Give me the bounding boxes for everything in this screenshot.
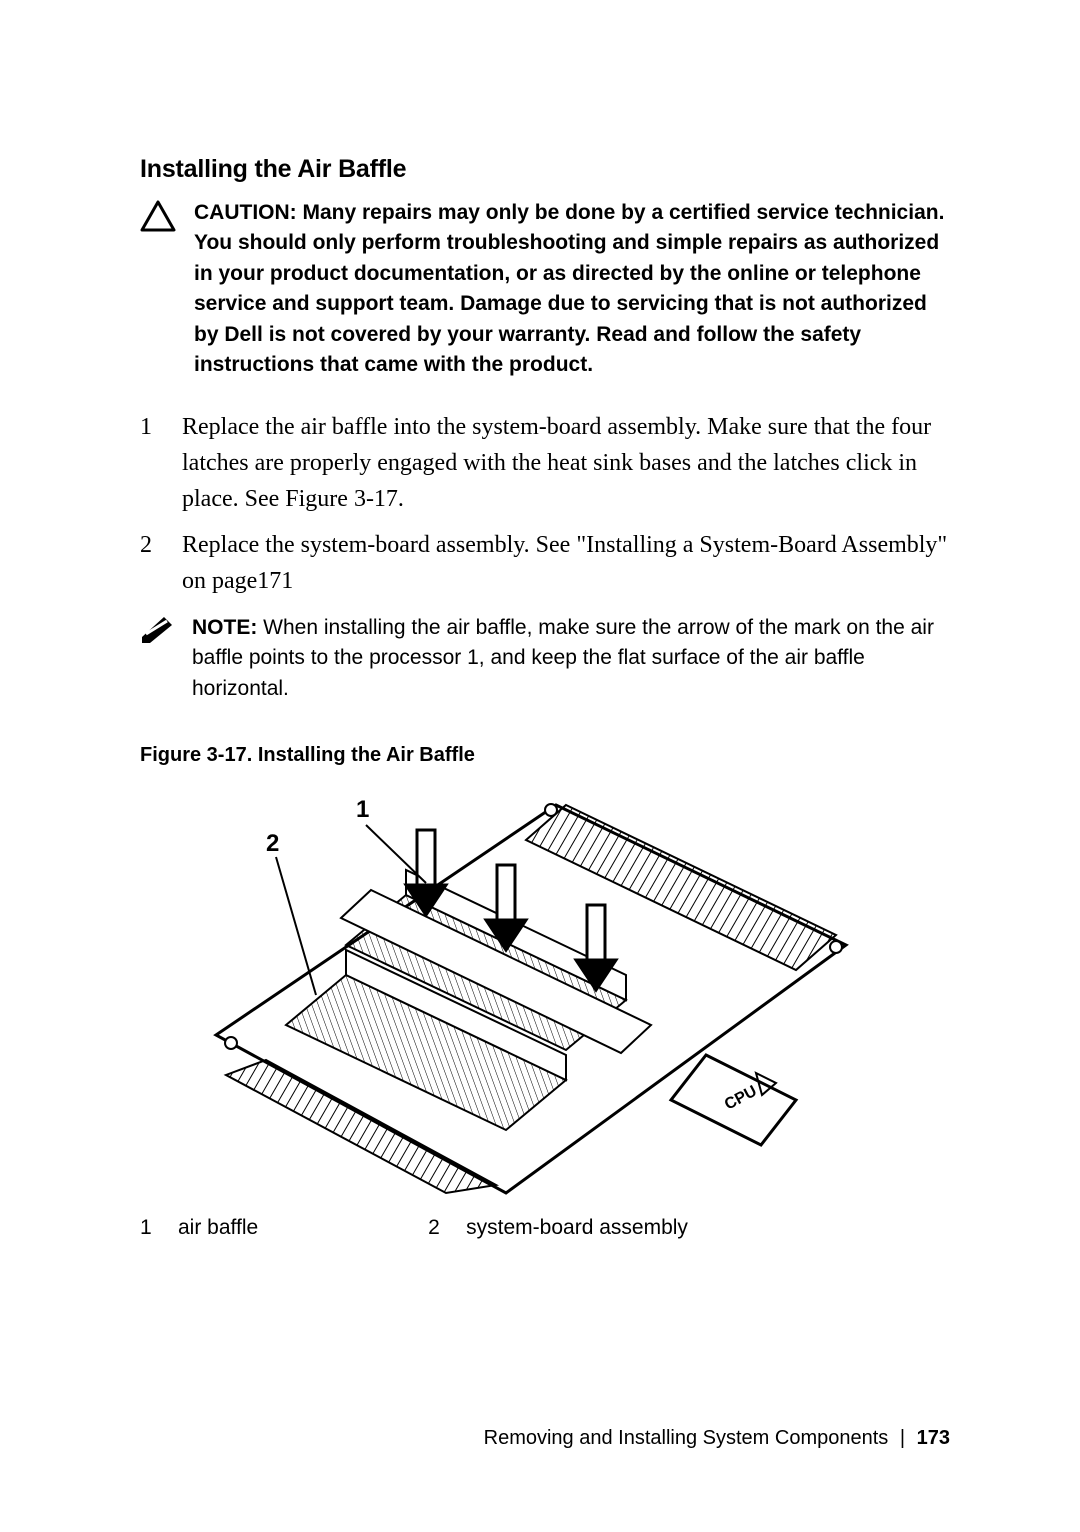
note-pencil-icon (140, 615, 174, 650)
note-block: NOTE: When installing the air baffle, ma… (140, 613, 950, 704)
section-heading: Installing the Air Baffle (140, 155, 950, 184)
caution-block: CAUTION: Many repairs may only be done b… (140, 198, 950, 381)
step-text: Replace the system-board assembly. See "… (182, 527, 950, 599)
note-body: When installing the air baffle, make sur… (192, 616, 934, 700)
footer-page-number: 173 (917, 1427, 950, 1449)
step-item: 1 Replace the air baffle into the system… (140, 409, 950, 517)
manual-page: Installing the Air Baffle CAUTION: Many … (0, 0, 1080, 1532)
legend-item: 1 air baffle (140, 1216, 258, 1240)
footer-chapter: Removing and Installing System Component… (484, 1427, 889, 1449)
note-label: NOTE: (192, 616, 257, 639)
legend-item: 2 system-board assembly (428, 1216, 688, 1240)
procedure-steps: 1 Replace the air baffle into the system… (140, 409, 950, 599)
footer-divider: | (900, 1427, 905, 1449)
caution-body: Many repairs may only be done by a certi… (194, 201, 944, 376)
step-number: 2 (140, 527, 156, 599)
caution-triangle-icon (140, 200, 176, 237)
caution-text: CAUTION: Many repairs may only be done b… (194, 198, 950, 381)
page-footer: Removing and Installing System Component… (484, 1427, 950, 1450)
figure-callout-2: 2 (266, 830, 279, 857)
caution-label: CAUTION: (194, 201, 297, 224)
step-number: 1 (140, 409, 156, 517)
step-text: Replace the air baffle into the system-b… (182, 409, 950, 517)
figure-block: Figure 3-17. Installing the Air Baffle (140, 744, 950, 1240)
legend-number: 2 (428, 1216, 442, 1240)
legend-label: system-board assembly (466, 1216, 688, 1240)
figure-legend: 1 air baffle 2 system-board assembly (140, 1216, 688, 1240)
step-item: 2 Replace the system-board assembly. See… (140, 527, 950, 599)
legend-label: air baffle (178, 1216, 258, 1240)
legend-number: 1 (140, 1216, 154, 1240)
figure-callout-1: 1 (356, 796, 369, 823)
figure-illustration: CPU 1 2 (196, 775, 856, 1210)
note-text: NOTE: When installing the air baffle, ma… (192, 613, 950, 704)
figure-caption: Figure 3-17. Installing the Air Baffle (140, 744, 475, 767)
